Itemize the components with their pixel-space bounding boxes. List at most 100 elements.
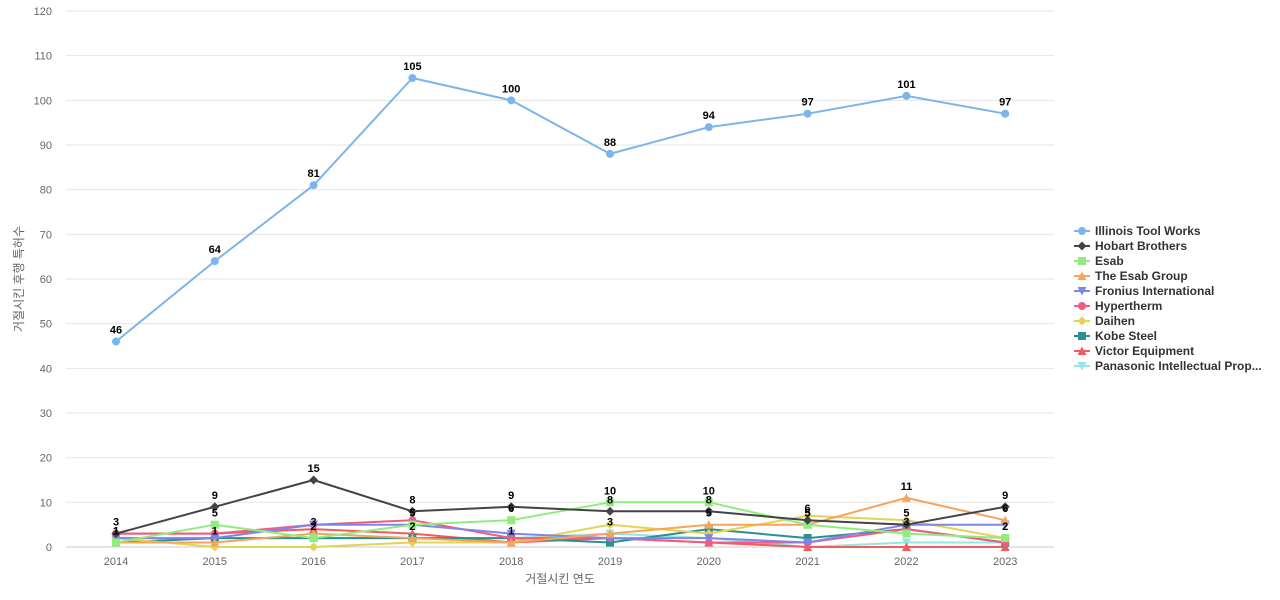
data-point [803, 109, 812, 118]
data-label: 6 [508, 503, 514, 515]
data-point [210, 538, 220, 547]
data-point [1000, 515, 1010, 525]
y-tick-label: 20 [40, 453, 52, 465]
y-tick-label: 70 [40, 229, 52, 241]
x-tick-label: 2023 [993, 556, 1017, 568]
data-point [408, 520, 417, 529]
data-point [309, 542, 319, 552]
data-point [309, 520, 319, 530]
data-point [210, 520, 219, 529]
y-axis-title: 거절시킨 후행 특허수 [11, 226, 26, 332]
data-label: 9 [508, 490, 514, 502]
data-label: 2 [311, 521, 317, 533]
x-tick-label: 2016 [301, 556, 325, 568]
data-label: 8 [706, 494, 712, 506]
legend-marker [1077, 362, 1087, 371]
y-tick-label: 10 [40, 497, 52, 509]
data-label: 15 [307, 463, 319, 475]
data-label: 5 [805, 508, 811, 520]
data-label: 8 [409, 494, 415, 506]
x-tick-label: 2014 [104, 556, 128, 568]
data-point [704, 534, 714, 543]
data-point [506, 529, 516, 539]
data-label: 5 [212, 508, 218, 520]
data-point [605, 506, 615, 516]
legend-item[interactable]: Esab [1074, 254, 1124, 268]
data-point [210, 502, 220, 512]
series-1 [111, 475, 1010, 539]
data-point [407, 506, 417, 516]
legend-marker [1078, 257, 1086, 265]
x-axis-title: 거절시킨 연도 [525, 572, 595, 586]
x-tick-label: 2017 [400, 556, 424, 568]
data-label: 94 [703, 110, 716, 122]
data-label: 3 [311, 517, 317, 529]
data-label: 3 [113, 517, 119, 529]
data-point [606, 149, 614, 158]
data-point [605, 520, 615, 530]
data-label: 2 [409, 521, 415, 533]
legend-item[interactable]: Hobart Brothers [1074, 239, 1187, 253]
data-label: 6 [805, 503, 811, 515]
x-tick-label: 2021 [795, 556, 819, 568]
legend-item[interactable]: The Esab Group [1074, 269, 1188, 283]
legend-item[interactable]: Kobe Steel [1074, 329, 1157, 343]
y-tick-label: 50 [40, 319, 52, 331]
data-point [112, 538, 120, 547]
legend-marker [1077, 346, 1087, 355]
data-point [1001, 109, 1010, 118]
data-label: 10 [703, 485, 715, 497]
data-point [1000, 542, 1010, 551]
legend-marker [1077, 287, 1087, 296]
data-label: 3 [903, 517, 909, 529]
legend-item[interactable]: Victor Equipment [1074, 344, 1194, 358]
data-label: 5 [409, 508, 415, 520]
series-line [115, 496, 1007, 544]
data-label: 9 [212, 490, 218, 502]
data-label: 8 [607, 494, 613, 506]
series-line [115, 479, 1007, 535]
series-line [115, 501, 1007, 544]
data-label: 97 [999, 97, 1011, 109]
data-label: 9 [1002, 490, 1008, 502]
data-point [901, 542, 911, 551]
legend-label: Victor Equipment [1095, 344, 1194, 358]
series [111, 74, 1010, 552]
data-point [1000, 502, 1010, 512]
x-tick-label: 2019 [598, 556, 622, 568]
legend-item[interactable]: Daihen [1074, 314, 1135, 328]
data-label: 88 [604, 137, 616, 149]
legend-item[interactable]: Illinois Tool Works [1074, 224, 1201, 238]
legend-item[interactable]: Panasonic Intellectual Prop... [1074, 359, 1262, 373]
y-tick-label: 100 [34, 95, 52, 107]
data-point [506, 502, 516, 512]
legend-marker [1077, 316, 1087, 326]
legend-marker [1077, 241, 1087, 251]
data-label: 81 [307, 168, 319, 180]
series-0 [112, 74, 1010, 346]
data-point [407, 533, 417, 543]
data-point [507, 516, 516, 525]
legend-item[interactable]: Hypertherm [1074, 299, 1162, 313]
y-tick-label: 0 [46, 542, 52, 554]
y-tick-label: 90 [40, 140, 52, 152]
data-point [309, 181, 318, 190]
data-point [606, 498, 614, 507]
series-line [115, 77, 1007, 343]
legend-marker [1078, 302, 1086, 310]
data-label: 1 [508, 526, 514, 538]
legend-label: Illinois Tool Works [1095, 224, 1201, 238]
data-label: 2 [1002, 521, 1008, 533]
data-point [210, 257, 219, 266]
x-tick-label: 2020 [697, 556, 721, 568]
legend-item[interactable]: Fronius International [1074, 284, 1214, 298]
data-point [506, 538, 516, 547]
y-tick-label: 60 [40, 274, 52, 286]
data-point [309, 534, 318, 543]
data-point [901, 520, 911, 530]
data-label: 5 [805, 508, 811, 520]
legend-label: Daihen [1095, 314, 1135, 328]
